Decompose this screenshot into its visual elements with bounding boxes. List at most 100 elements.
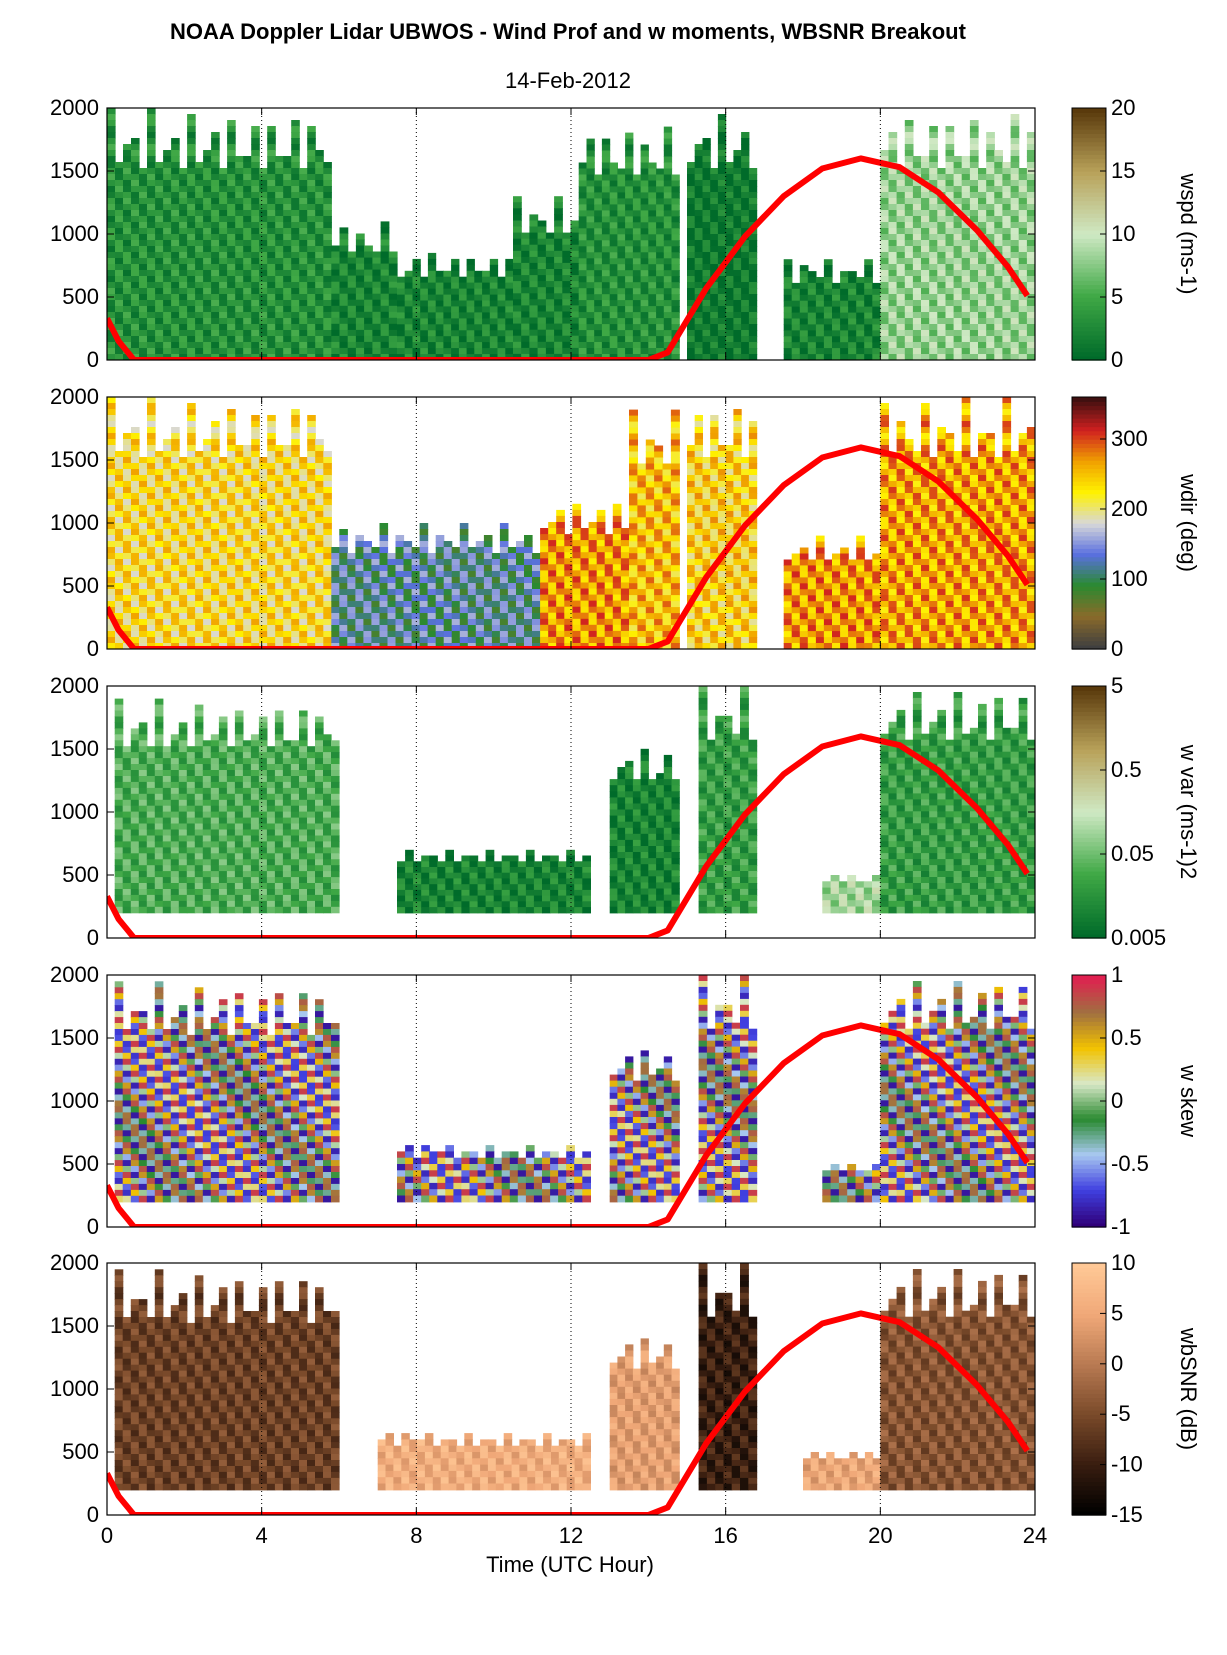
heatmap-cell (251, 631, 260, 638)
heatmap-cell (243, 559, 252, 566)
heatmap-cell (717, 126, 727, 133)
heatmap-cell (663, 144, 673, 152)
heatmap-cell (888, 168, 898, 175)
heatmap-cell (187, 577, 196, 584)
heatmap-cell (1018, 252, 1028, 259)
heatmap-cell (451, 270, 460, 278)
heatmap-cell (427, 348, 437, 355)
heatmap-cell (656, 168, 665, 176)
heatmap-cell (107, 270, 116, 277)
heatmap-cell (115, 565, 124, 572)
heatmap-cell (617, 246, 626, 253)
heatmap-cell (896, 294, 906, 301)
heatmap-cell (648, 264, 657, 271)
heatmap-cell (929, 174, 938, 181)
heatmap-cell (259, 469, 268, 476)
heatmap-cell (115, 276, 124, 283)
heatmap-cell (227, 174, 236, 181)
heatmap-cell (227, 180, 236, 187)
heatmap-cell (395, 535, 405, 542)
heatmap-cell (267, 547, 276, 554)
heatmap-cell (888, 246, 898, 253)
heatmap-cell (131, 625, 140, 632)
heatmap-cell (187, 276, 196, 283)
heatmap-cell (888, 306, 898, 313)
heatmap-cell (1018, 240, 1028, 247)
heatmap-cell (748, 336, 758, 343)
heatmap-cell (896, 336, 906, 343)
heatmap-cell (451, 583, 461, 590)
heatmap-cell (323, 192, 332, 199)
heatmap-cell (588, 546, 598, 553)
heatmap-cell (1018, 198, 1028, 205)
heatmap-cell (139, 475, 148, 482)
heatmap-cell (395, 559, 405, 566)
heatmap-cell (107, 138, 116, 145)
heatmap-cell (291, 499, 300, 506)
heatmap-cell (123, 595, 132, 602)
heatmap-cell (625, 330, 634, 337)
heatmap-cell (187, 252, 196, 259)
heatmap-cell (807, 277, 817, 284)
heatmap-cell (243, 192, 252, 199)
heatmap-cell (451, 631, 461, 638)
colorbar-swatch (1072, 116, 1106, 122)
heatmap-cell (815, 294, 825, 302)
heatmap-cell (355, 239, 365, 247)
heatmap-cell (203, 559, 212, 566)
heatmap-cell (986, 192, 995, 199)
heatmap-cell (307, 282, 316, 289)
heatmap-cell (945, 240, 955, 247)
heatmap-cell (748, 198, 758, 205)
heatmap-cell (155, 451, 164, 458)
heatmap-cell (953, 204, 963, 211)
heatmap-cell (1018, 300, 1028, 307)
heatmap-cell (307, 517, 316, 524)
heatmap-cell (687, 180, 696, 187)
heatmap-cell (171, 186, 180, 193)
heatmap-cell (741, 282, 750, 289)
heatmap-cell (474, 300, 483, 307)
heatmap-cell (339, 577, 348, 584)
heatmap-cell (617, 222, 626, 229)
heatmap-cell (315, 228, 324, 235)
heatmap-cell (123, 246, 132, 253)
heatmap-cell (267, 481, 276, 488)
heatmap-cell (380, 245, 390, 253)
heatmap-cell (139, 312, 148, 319)
heatmap-cell (139, 565, 148, 572)
heatmap-cell (475, 613, 485, 620)
heatmap-cell (299, 553, 308, 560)
heatmap-cell (219, 583, 228, 590)
heatmap-cell (580, 606, 590, 614)
heatmap-cell (147, 324, 156, 331)
heatmap-cell (451, 553, 461, 560)
heatmap-cell (339, 251, 349, 259)
heatmap-cell (694, 174, 703, 181)
heatmap-cell (267, 204, 276, 211)
heatmap-cell (155, 246, 164, 253)
heatmap-cell (243, 499, 252, 506)
heatmap-cell (179, 180, 188, 187)
heatmap-cell (572, 600, 582, 608)
heatmap-cell (640, 264, 649, 271)
heatmap-cell (195, 318, 204, 325)
heatmap-cell (609, 258, 618, 265)
heatmap-cell (211, 192, 220, 199)
heatmap-cell (323, 348, 332, 355)
heatmap-cell (612, 528, 622, 535)
heatmap-cell (219, 270, 228, 277)
colorbar-swatch (1072, 141, 1106, 147)
heatmap-cell (725, 180, 734, 187)
heatmap-cell (588, 618, 598, 626)
heatmap-cell (339, 335, 349, 343)
heatmap-cell (904, 156, 914, 163)
heatmap-cell (107, 541, 116, 548)
heatmap-cell (443, 571, 453, 578)
heatmap-cell (671, 258, 680, 265)
heatmap-cell (107, 180, 116, 187)
heatmap-cell (195, 547, 204, 554)
heatmap-cell (694, 354, 703, 360)
heatmap-cell (537, 329, 547, 337)
heatmap-cell (339, 595, 348, 602)
